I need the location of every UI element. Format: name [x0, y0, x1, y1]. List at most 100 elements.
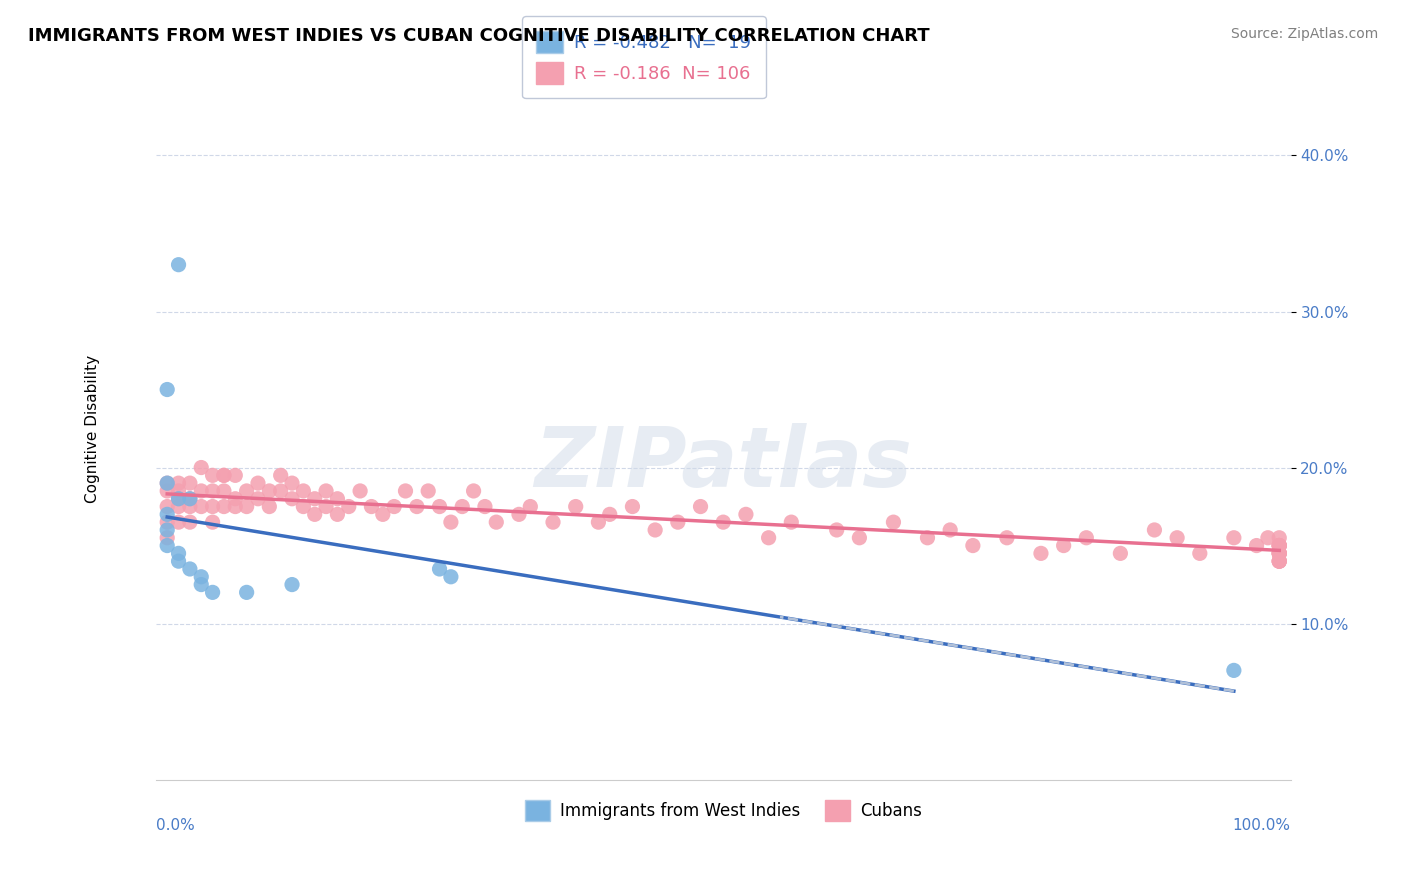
Point — [304, 508, 326, 522]
Y-axis label: Cognitive Disability: Cognitive Disability — [86, 354, 100, 502]
Point — [939, 523, 962, 537]
Point — [281, 476, 304, 491]
Point — [440, 570, 463, 584]
Point — [167, 476, 190, 491]
Point — [1268, 546, 1291, 560]
Point — [179, 491, 201, 506]
Point — [235, 500, 257, 514]
Point — [224, 468, 246, 483]
Point — [1268, 554, 1291, 568]
Text: 0.0%: 0.0% — [156, 818, 194, 833]
Point — [201, 468, 224, 483]
Point — [212, 500, 235, 514]
Text: ZIPatlas: ZIPatlas — [534, 423, 912, 504]
Text: Source: ZipAtlas.com: Source: ZipAtlas.com — [1230, 27, 1378, 41]
Point — [156, 531, 179, 545]
Point — [315, 483, 337, 498]
Point — [1268, 554, 1291, 568]
Point — [1223, 531, 1246, 545]
Point — [190, 460, 212, 475]
Point — [292, 500, 315, 514]
Point — [315, 500, 337, 514]
Point — [644, 523, 666, 537]
Point — [1029, 546, 1052, 560]
Point — [474, 500, 496, 514]
Point — [190, 483, 212, 498]
Point — [292, 483, 315, 498]
Point — [995, 531, 1018, 545]
Point — [440, 515, 463, 529]
Point — [156, 523, 179, 537]
Text: IMMIGRANTS FROM WEST INDIES VS CUBAN COGNITIVE DISABILITY CORRELATION CHART: IMMIGRANTS FROM WEST INDIES VS CUBAN COG… — [28, 27, 929, 45]
Point — [167, 258, 190, 272]
Point — [201, 483, 224, 498]
Point — [179, 500, 201, 514]
Point — [259, 483, 281, 498]
Point — [1268, 539, 1291, 553]
Point — [281, 577, 304, 591]
Point — [156, 483, 179, 498]
Point — [360, 500, 382, 514]
Point — [224, 500, 246, 514]
Point — [1268, 539, 1291, 553]
Point — [156, 500, 179, 514]
Point — [780, 515, 803, 529]
Point — [1268, 539, 1291, 553]
Point — [246, 491, 269, 506]
Point — [382, 500, 405, 514]
Point — [689, 500, 711, 514]
Point — [1268, 554, 1291, 568]
Point — [882, 515, 904, 529]
Point — [735, 508, 758, 522]
Point — [394, 483, 416, 498]
Point — [167, 515, 190, 529]
Point — [179, 491, 201, 506]
Point — [1268, 546, 1291, 560]
Point — [270, 483, 292, 498]
Point — [167, 554, 190, 568]
Point — [1268, 531, 1291, 545]
Point — [1109, 546, 1132, 560]
Point — [599, 508, 621, 522]
Point — [1223, 664, 1246, 678]
Point — [429, 500, 451, 514]
Point — [508, 508, 530, 522]
Point — [564, 500, 586, 514]
Point — [621, 500, 644, 514]
Point — [156, 476, 179, 491]
Point — [326, 508, 349, 522]
Legend: Immigrants from West Indies, Cubans: Immigrants from West Indies, Cubans — [517, 794, 928, 828]
Point — [588, 515, 610, 529]
Point — [429, 562, 451, 576]
Point — [201, 515, 224, 529]
Point — [235, 585, 257, 599]
Point — [1143, 523, 1166, 537]
Point — [758, 531, 780, 545]
Point — [246, 476, 269, 491]
Point — [190, 577, 212, 591]
Point — [167, 491, 190, 506]
Point — [666, 515, 689, 529]
Point — [1053, 539, 1076, 553]
Point — [156, 508, 179, 522]
Point — [1268, 539, 1291, 553]
Point — [201, 500, 224, 514]
Point — [1246, 539, 1268, 553]
Point — [190, 570, 212, 584]
Point — [1268, 554, 1291, 568]
Point — [405, 500, 427, 514]
Point — [156, 515, 179, 529]
Point — [451, 500, 474, 514]
Text: 100.0%: 100.0% — [1233, 818, 1291, 833]
Point — [235, 483, 257, 498]
Point — [156, 383, 179, 397]
Point — [349, 483, 371, 498]
Point — [1166, 531, 1188, 545]
Point — [259, 500, 281, 514]
Point — [179, 515, 201, 529]
Point — [541, 515, 564, 529]
Point — [201, 585, 224, 599]
Point — [167, 500, 190, 514]
Point — [962, 539, 984, 553]
Point — [304, 491, 326, 506]
